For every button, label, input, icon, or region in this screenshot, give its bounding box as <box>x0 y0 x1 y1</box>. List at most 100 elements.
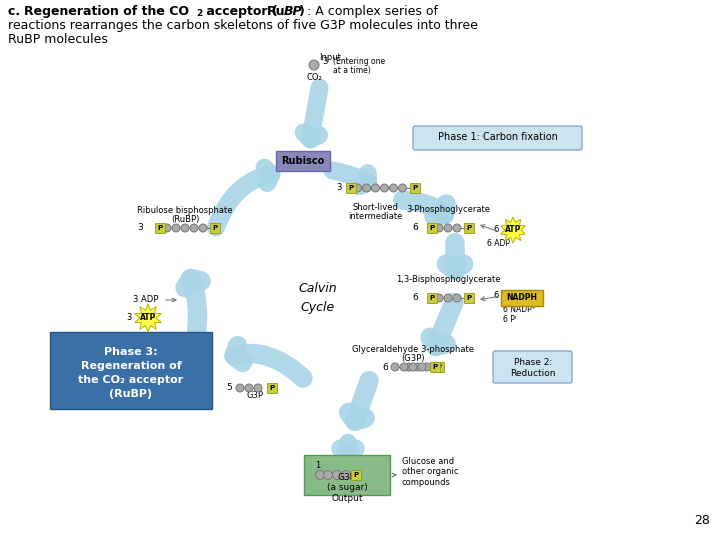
FancyArrowPatch shape <box>446 243 464 271</box>
Text: P: P <box>436 364 441 370</box>
Text: Regeneration of the CO: Regeneration of the CO <box>24 5 189 18</box>
FancyBboxPatch shape <box>210 223 220 233</box>
Circle shape <box>309 60 319 70</box>
Circle shape <box>453 294 461 302</box>
Text: intermediate: intermediate <box>348 212 402 221</box>
FancyBboxPatch shape <box>276 151 330 171</box>
FancyBboxPatch shape <box>413 126 582 150</box>
FancyArrowPatch shape <box>430 302 454 346</box>
Text: Ribulose bisphosphate: Ribulose bisphosphate <box>138 206 233 215</box>
Text: Phase 1: Carbon fixation: Phase 1: Carbon fixation <box>438 132 558 142</box>
FancyBboxPatch shape <box>346 183 356 193</box>
FancyBboxPatch shape <box>304 455 390 495</box>
FancyBboxPatch shape <box>430 362 440 372</box>
Text: 6: 6 <box>413 224 418 233</box>
Text: 3: 3 <box>138 224 143 233</box>
Circle shape <box>414 363 422 371</box>
Polygon shape <box>135 304 161 332</box>
FancyBboxPatch shape <box>493 351 572 383</box>
Circle shape <box>405 363 413 371</box>
Text: 6 NADP⁺: 6 NADP⁺ <box>503 306 536 314</box>
Text: 5: 5 <box>226 383 232 393</box>
FancyBboxPatch shape <box>464 223 474 233</box>
Text: 3: 3 <box>322 57 328 66</box>
Text: ATP: ATP <box>140 314 156 322</box>
Text: 3: 3 <box>127 314 132 322</box>
FancyBboxPatch shape <box>427 293 437 303</box>
Text: 6 Pᴵ: 6 Pᴵ <box>503 315 516 325</box>
Text: 1: 1 <box>315 462 320 470</box>
Text: Phase 2:
Reduction: Phase 2: Reduction <box>510 359 556 377</box>
FancyBboxPatch shape <box>351 470 361 480</box>
Text: 28: 28 <box>694 514 710 527</box>
Circle shape <box>254 384 262 392</box>
Circle shape <box>435 224 443 232</box>
FancyArrowPatch shape <box>304 87 320 139</box>
FancyBboxPatch shape <box>434 362 444 372</box>
Text: reactions rearranges the carbon skeletons of five G3P molecules into three: reactions rearranges the carbon skeleton… <box>8 19 478 32</box>
Circle shape <box>236 384 244 392</box>
Circle shape <box>400 363 408 371</box>
FancyArrowPatch shape <box>333 171 368 186</box>
Text: 3: 3 <box>337 184 342 192</box>
Text: 2: 2 <box>196 9 202 18</box>
Text: (Entering one: (Entering one <box>333 57 385 66</box>
Circle shape <box>341 470 351 480</box>
Text: P: P <box>467 225 472 231</box>
Text: Rubisco: Rubisco <box>282 156 325 166</box>
Text: Ru: Ru <box>267 5 286 18</box>
Text: NADPH: NADPH <box>506 294 538 302</box>
Text: ATP: ATP <box>505 226 521 234</box>
FancyArrowPatch shape <box>216 168 271 227</box>
Circle shape <box>181 224 189 232</box>
Circle shape <box>333 470 341 480</box>
FancyBboxPatch shape <box>267 383 277 393</box>
Text: P: P <box>429 225 435 231</box>
Text: 1,3-Bisphosphoglycerate: 1,3-Bisphosphoglycerate <box>396 275 500 284</box>
Circle shape <box>409 363 417 371</box>
Circle shape <box>390 184 397 192</box>
Circle shape <box>391 363 399 371</box>
Circle shape <box>190 224 198 232</box>
Text: P: P <box>158 225 163 231</box>
Circle shape <box>435 294 443 302</box>
Circle shape <box>172 224 180 232</box>
Text: P: P <box>348 185 353 191</box>
Circle shape <box>453 224 461 232</box>
FancyBboxPatch shape <box>427 223 437 233</box>
FancyBboxPatch shape <box>50 332 212 409</box>
Circle shape <box>315 470 325 480</box>
Text: 3 ADP: 3 ADP <box>132 295 158 305</box>
Circle shape <box>163 224 171 232</box>
Polygon shape <box>500 217 526 243</box>
Circle shape <box>380 184 389 192</box>
Circle shape <box>444 224 452 232</box>
FancyArrowPatch shape <box>341 443 356 454</box>
Text: RuBP molecules: RuBP molecules <box>8 33 108 46</box>
FancyBboxPatch shape <box>464 293 474 303</box>
Circle shape <box>444 294 452 302</box>
Text: Calvin
Cycle: Calvin Cycle <box>299 282 337 314</box>
Circle shape <box>199 224 207 232</box>
Text: P: P <box>212 225 217 231</box>
Text: P: P <box>354 472 359 478</box>
Text: P: P <box>412 185 417 191</box>
Text: 6: 6 <box>494 226 499 234</box>
FancyBboxPatch shape <box>155 223 165 233</box>
Text: P: P <box>467 295 472 301</box>
Text: (G3P): (G3P) <box>401 354 425 363</box>
Text: 6: 6 <box>494 292 499 300</box>
Text: Glucose and
other organic
compounds: Glucose and other organic compounds <box>402 457 459 487</box>
Text: 6 ADP: 6 ADP <box>487 240 510 248</box>
Text: 3-Phosphoglycerate: 3-Phosphoglycerate <box>406 205 490 214</box>
FancyArrowPatch shape <box>402 200 446 217</box>
Text: P: P <box>433 364 438 370</box>
Text: ): ) <box>299 5 305 18</box>
Text: Phase 3:
Regeneration of
the CO₂ acceptor
(RuBP): Phase 3: Regeneration of the CO₂ accepto… <box>78 347 184 399</box>
Circle shape <box>398 184 407 192</box>
Circle shape <box>423 363 431 371</box>
Text: 6: 6 <box>413 294 418 302</box>
Text: BP: BP <box>284 5 302 18</box>
FancyBboxPatch shape <box>501 290 543 306</box>
Text: 6: 6 <box>382 362 388 372</box>
